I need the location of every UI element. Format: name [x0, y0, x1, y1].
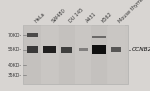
- Text: CCNB2: CCNB2: [131, 47, 150, 52]
- Bar: [92, 45, 106, 54]
- Bar: [41, 25, 58, 84]
- Text: DU 145: DU 145: [68, 7, 85, 24]
- Bar: [61, 47, 72, 53]
- Text: SW480: SW480: [51, 7, 67, 24]
- Bar: [23, 25, 128, 84]
- Bar: [111, 47, 121, 52]
- Text: Mouse thymus: Mouse thymus: [118, 0, 147, 24]
- Bar: [108, 25, 124, 84]
- Bar: [24, 25, 40, 84]
- Bar: [79, 48, 88, 51]
- Text: 40KD-: 40KD-: [8, 63, 22, 68]
- Bar: [43, 46, 56, 53]
- Bar: [27, 33, 38, 37]
- Bar: [75, 25, 92, 84]
- Bar: [91, 25, 107, 84]
- Text: 35KD-: 35KD-: [8, 73, 22, 78]
- Bar: [92, 36, 106, 38]
- Text: 70KD-: 70KD-: [8, 33, 22, 37]
- Text: 55KD-: 55KD-: [8, 47, 22, 52]
- Bar: [58, 25, 75, 84]
- Text: HeLa: HeLa: [34, 11, 46, 24]
- Text: K562: K562: [100, 11, 113, 24]
- Bar: [27, 46, 38, 53]
- Text: A431: A431: [85, 11, 97, 24]
